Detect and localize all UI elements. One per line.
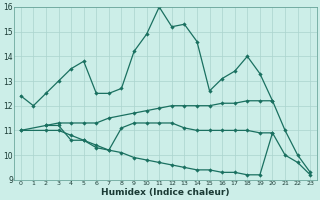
- X-axis label: Humidex (Indice chaleur): Humidex (Indice chaleur): [101, 188, 230, 197]
